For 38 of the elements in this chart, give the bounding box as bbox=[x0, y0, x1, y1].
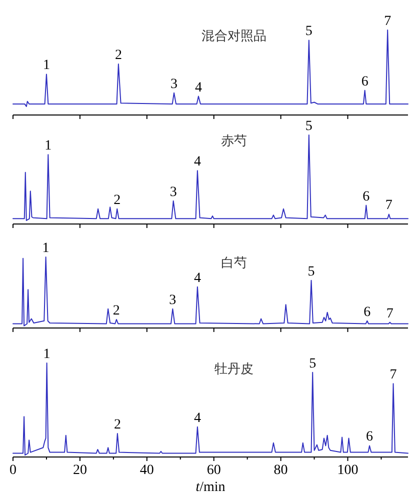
chart-title: 白芍 bbox=[221, 256, 248, 271]
annotation: 4 bbox=[194, 80, 202, 96]
x-tick-label: 60 bbox=[206, 463, 221, 478]
annotation: 4 bbox=[194, 410, 201, 426]
chart-title: 混合对照品 bbox=[202, 29, 267, 44]
annotation: 6 bbox=[364, 304, 371, 320]
annotation: 5 bbox=[305, 119, 312, 134]
chart-title: 牡丹皮 bbox=[214, 362, 254, 377]
annotation: 5 bbox=[308, 264, 315, 280]
annotation: 7 bbox=[385, 198, 392, 214]
x-tick-label: 40 bbox=[140, 463, 154, 478]
annotation: 7 bbox=[386, 306, 394, 322]
x-tick-label: 20 bbox=[72, 463, 87, 478]
annotation: 5 bbox=[305, 24, 312, 40]
annotation: 4 bbox=[194, 154, 201, 170]
annotation: 1 bbox=[43, 347, 50, 362]
annotation: 2 bbox=[112, 303, 120, 318]
annotation: 6 bbox=[362, 189, 370, 204]
annotation: 2 bbox=[114, 48, 122, 63]
annotation: 5 bbox=[309, 356, 316, 372]
annotation: 6 bbox=[366, 430, 374, 445]
annotation: 4 bbox=[194, 270, 201, 286]
annotation: 7 bbox=[390, 368, 397, 383]
annotation: 2 bbox=[114, 418, 121, 432]
annotation: 6 bbox=[361, 74, 368, 90]
x-tick-label: 100 bbox=[337, 463, 358, 478]
annotation: 3 bbox=[170, 184, 177, 200]
annotation: 1 bbox=[42, 58, 50, 74]
annotation: 1 bbox=[42, 241, 50, 256]
annotation: 1 bbox=[44, 138, 52, 154]
chart-title: 赤芍 bbox=[221, 134, 248, 149]
x-tick-label: 80 bbox=[274, 463, 288, 478]
x-axis-title: t/min bbox=[196, 480, 226, 495]
annotation: 3 bbox=[169, 292, 176, 308]
annotation: 2 bbox=[114, 192, 121, 208]
annotation: 3 bbox=[170, 76, 178, 92]
x-tick-label: 0 bbox=[10, 463, 16, 478]
annotation: 7 bbox=[384, 14, 392, 29]
